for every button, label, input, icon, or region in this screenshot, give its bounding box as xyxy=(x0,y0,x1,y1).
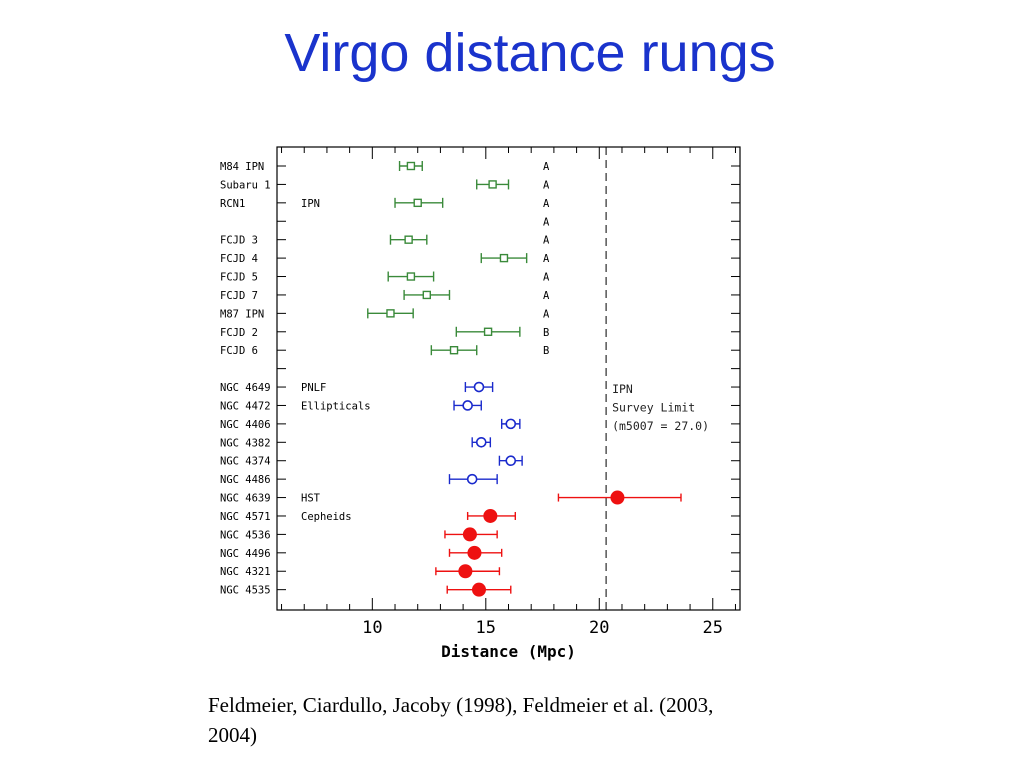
row-label: FCJD 7 xyxy=(220,290,258,302)
distance-chart: 10 15 20 25 Distance (Mpc) IPN Survey Limit (m5… xyxy=(220,146,741,661)
row-label: FCJD 6 xyxy=(220,345,258,357)
group-label: PNLF xyxy=(301,382,326,394)
row-label: NGC 4472 xyxy=(220,400,271,412)
grade-label: A xyxy=(543,253,550,265)
row-label: FCJD 2 xyxy=(220,327,258,339)
x-tick-label: 25 xyxy=(703,618,723,638)
x-tick-label: 10 xyxy=(362,618,382,638)
grade-label: B xyxy=(543,345,549,357)
x-tick-label: 20 xyxy=(589,618,609,638)
row-label: NGC 4406 xyxy=(220,419,271,431)
plot-frame xyxy=(276,146,741,611)
x-tick-label: 15 xyxy=(476,618,496,638)
data-point-square xyxy=(449,346,459,355)
row-label: NGC 4496 xyxy=(220,548,271,560)
data-point-open-circle xyxy=(466,473,478,485)
row-label: M84 IPN xyxy=(220,161,264,173)
data-point-filled-circle xyxy=(610,490,625,505)
data-point-square xyxy=(422,290,431,300)
row-label: NGC 4571 xyxy=(220,511,271,523)
row-label: NGC 4649 xyxy=(220,382,271,394)
data-point-square xyxy=(406,161,416,171)
row-label: Subaru 1 xyxy=(220,179,271,191)
grade-label: A xyxy=(543,308,550,320)
data-point-square xyxy=(488,180,497,189)
row-label: NGC 4639 xyxy=(220,493,271,505)
grade-label: A xyxy=(543,235,550,247)
survey-limit-label: Survey Limit xyxy=(612,401,695,415)
row-label: M87 IPN xyxy=(220,308,264,320)
data-point-filled-circle xyxy=(471,582,486,597)
grade-label: A xyxy=(543,198,550,210)
data-point-open-circle xyxy=(473,381,485,393)
row-label: FCJD 4 xyxy=(220,253,258,265)
data-point-open-circle xyxy=(475,436,487,448)
row-label: NGC 4374 xyxy=(220,456,271,468)
data-point-open-circle xyxy=(505,418,517,430)
data-point-filled-circle xyxy=(462,527,477,542)
x-axis-label: Distance (Mpc) xyxy=(441,642,576,661)
data-point-square xyxy=(404,235,413,244)
grade-label: A xyxy=(543,179,550,191)
data-point-square xyxy=(413,198,422,208)
row-label: FCJD 5 xyxy=(220,272,258,284)
group-label: HST xyxy=(301,493,321,505)
grade-label: A xyxy=(543,290,550,302)
row-label: NGC 4382 xyxy=(220,437,271,449)
row-label: FCJD 3 xyxy=(220,235,258,247)
survey-limit-label: IPN xyxy=(612,382,633,396)
data-point-filled-circle xyxy=(483,508,498,523)
group-label: Cepheids xyxy=(301,511,352,523)
data-point-square xyxy=(406,272,416,281)
grade-label: A xyxy=(543,161,550,173)
grade-label: A xyxy=(543,216,550,228)
data-point-square xyxy=(499,253,509,263)
grade-label: B xyxy=(543,327,549,339)
row-label: NGC 4536 xyxy=(220,529,271,541)
citation-caption: Feldmeier, Ciardullo, Jacoby (1998), Fel… xyxy=(208,693,714,747)
row-label: NGC 4486 xyxy=(220,474,271,486)
grade-label: A xyxy=(543,272,550,284)
data-point-square xyxy=(483,327,493,336)
group-label: IPN xyxy=(301,198,320,210)
group-label: Ellipticals xyxy=(301,400,371,412)
slide-title: Virgo distance rungs xyxy=(284,23,776,83)
data-point-filled-circle xyxy=(467,545,482,560)
row-label: NGC 4535 xyxy=(220,585,271,597)
data-point-filled-circle xyxy=(458,564,473,579)
row-label: NGC 4321 xyxy=(220,566,271,578)
row-label: RCN1 xyxy=(220,198,245,210)
survey-limit-label: (m5007 = 27.0) xyxy=(612,419,709,433)
data-point-open-circle xyxy=(462,400,473,411)
data-point-square xyxy=(386,309,395,318)
data-point-open-circle xyxy=(505,455,517,467)
